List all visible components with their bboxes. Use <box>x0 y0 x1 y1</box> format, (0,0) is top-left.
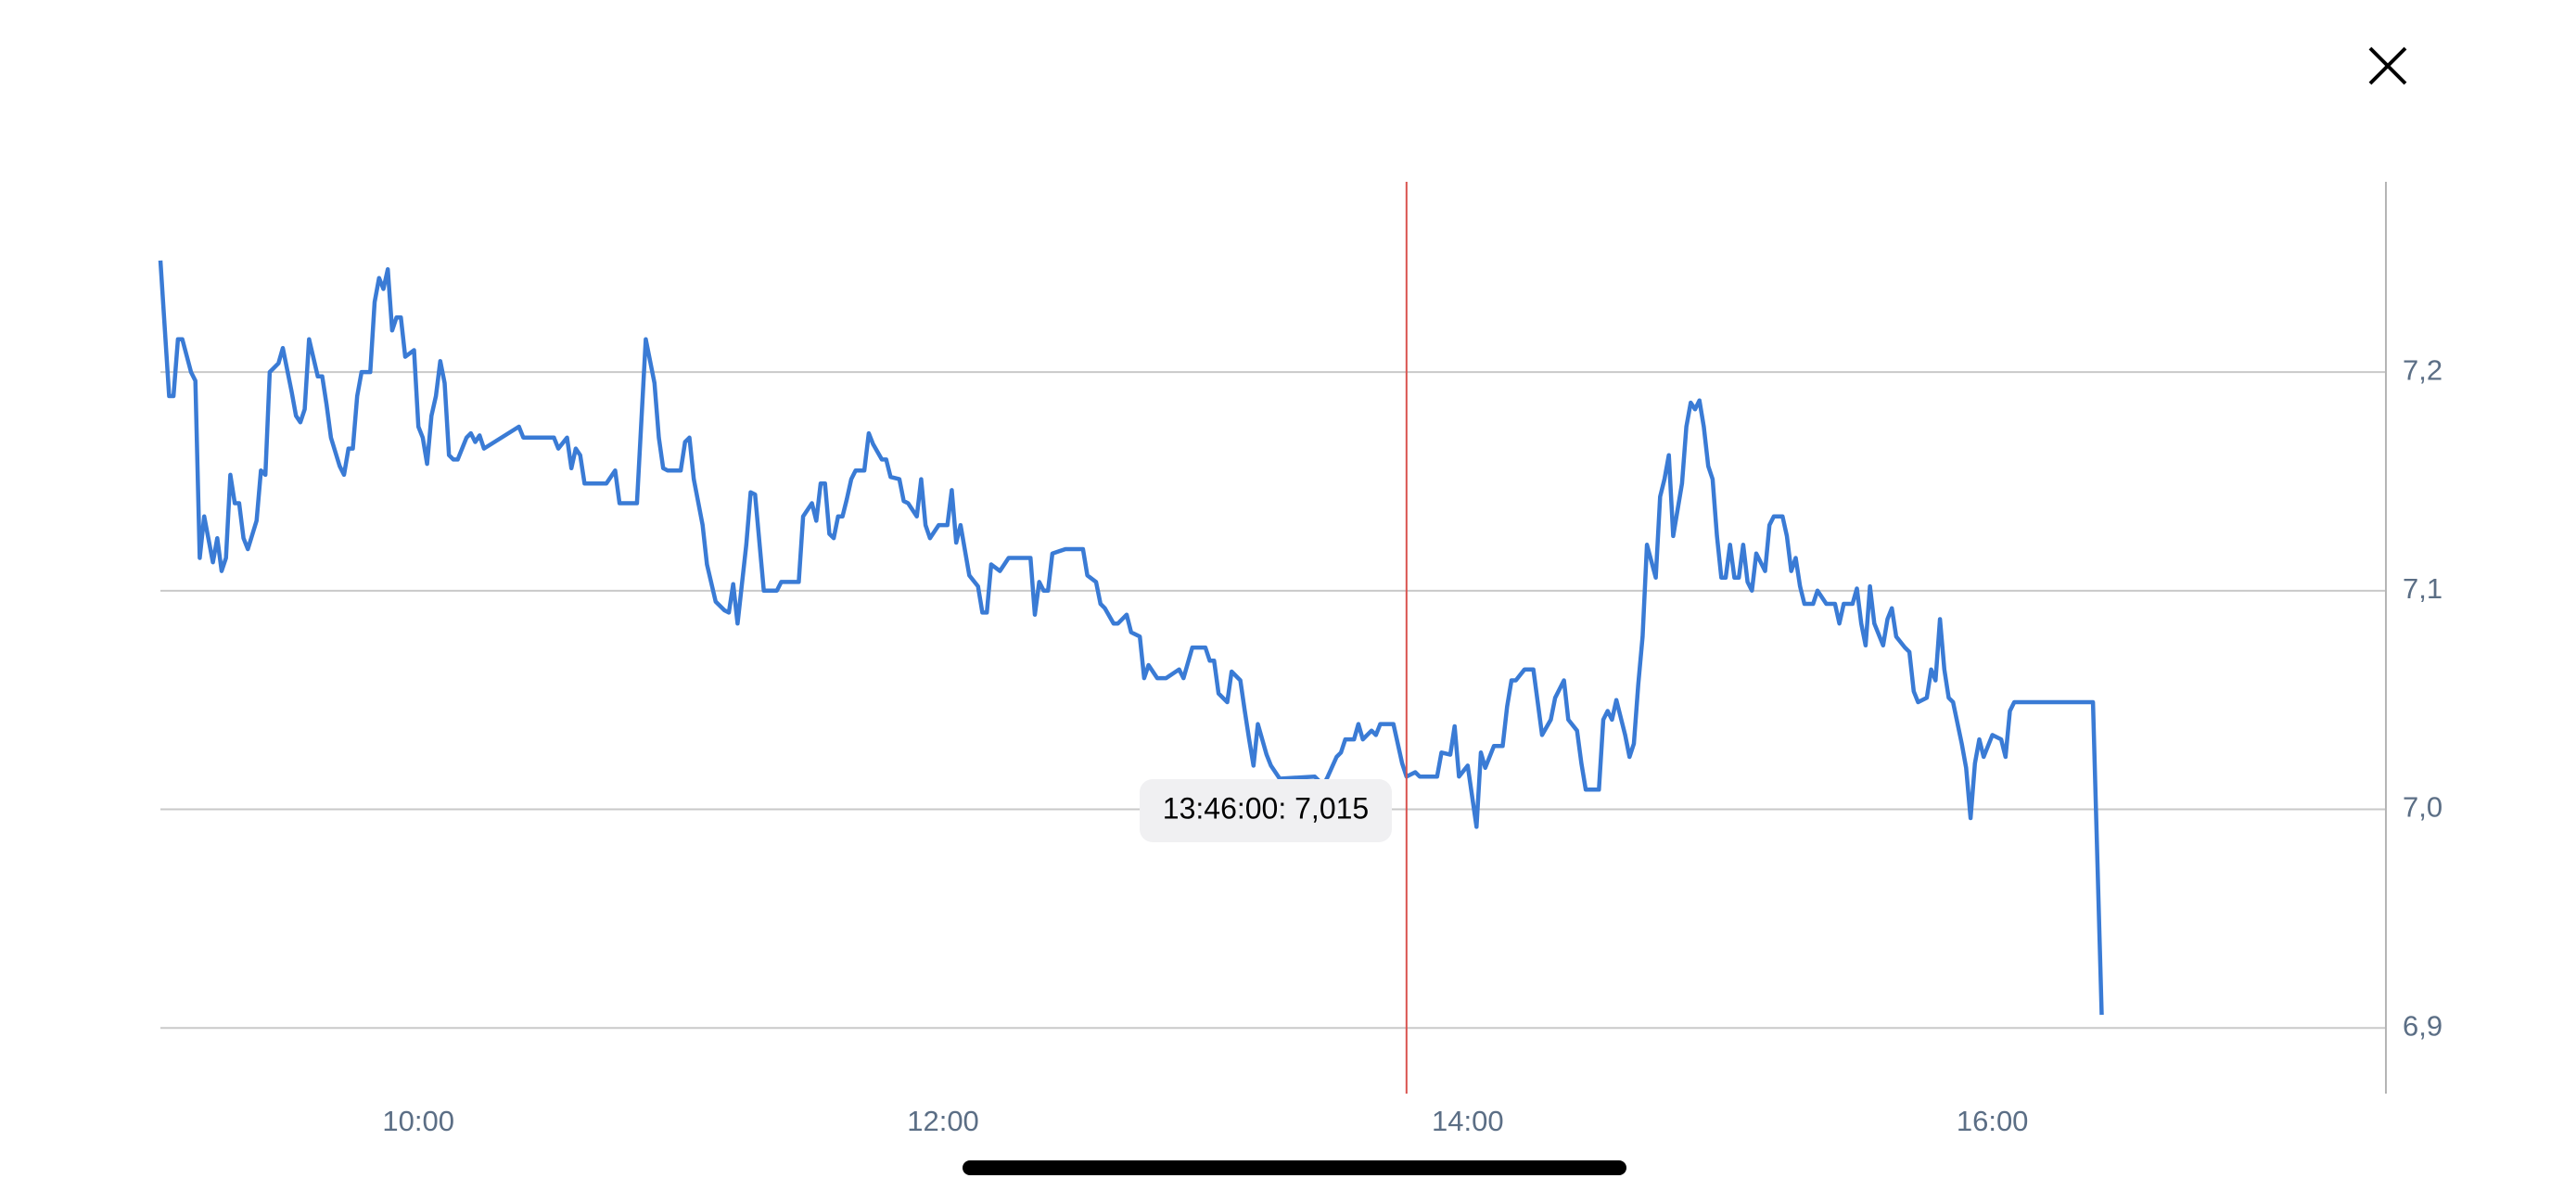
y-tick-label: 7,0 <box>2403 791 2442 824</box>
tooltip-box <box>1140 779 1392 842</box>
close-icon-stroke <box>2368 46 2407 85</box>
x-tick-label: 14:00 <box>1432 1105 1504 1137</box>
y-tick-label: 7,1 <box>2403 572 2442 605</box>
x-tick-label: 12:00 <box>907 1105 979 1137</box>
close-button[interactable] <box>2355 33 2420 98</box>
price-line <box>158 260 2104 1016</box>
y-tick-label: 6,9 <box>2403 1009 2442 1042</box>
home-indicator <box>963 1160 1626 1175</box>
tooltip-text: 13:46:00: 7,015 <box>1163 791 1369 825</box>
x-tick-label: 16:00 <box>1957 1105 2029 1137</box>
x-tick-label: 10:00 <box>382 1105 454 1137</box>
y-tick-label: 7,2 <box>2403 353 2442 386</box>
